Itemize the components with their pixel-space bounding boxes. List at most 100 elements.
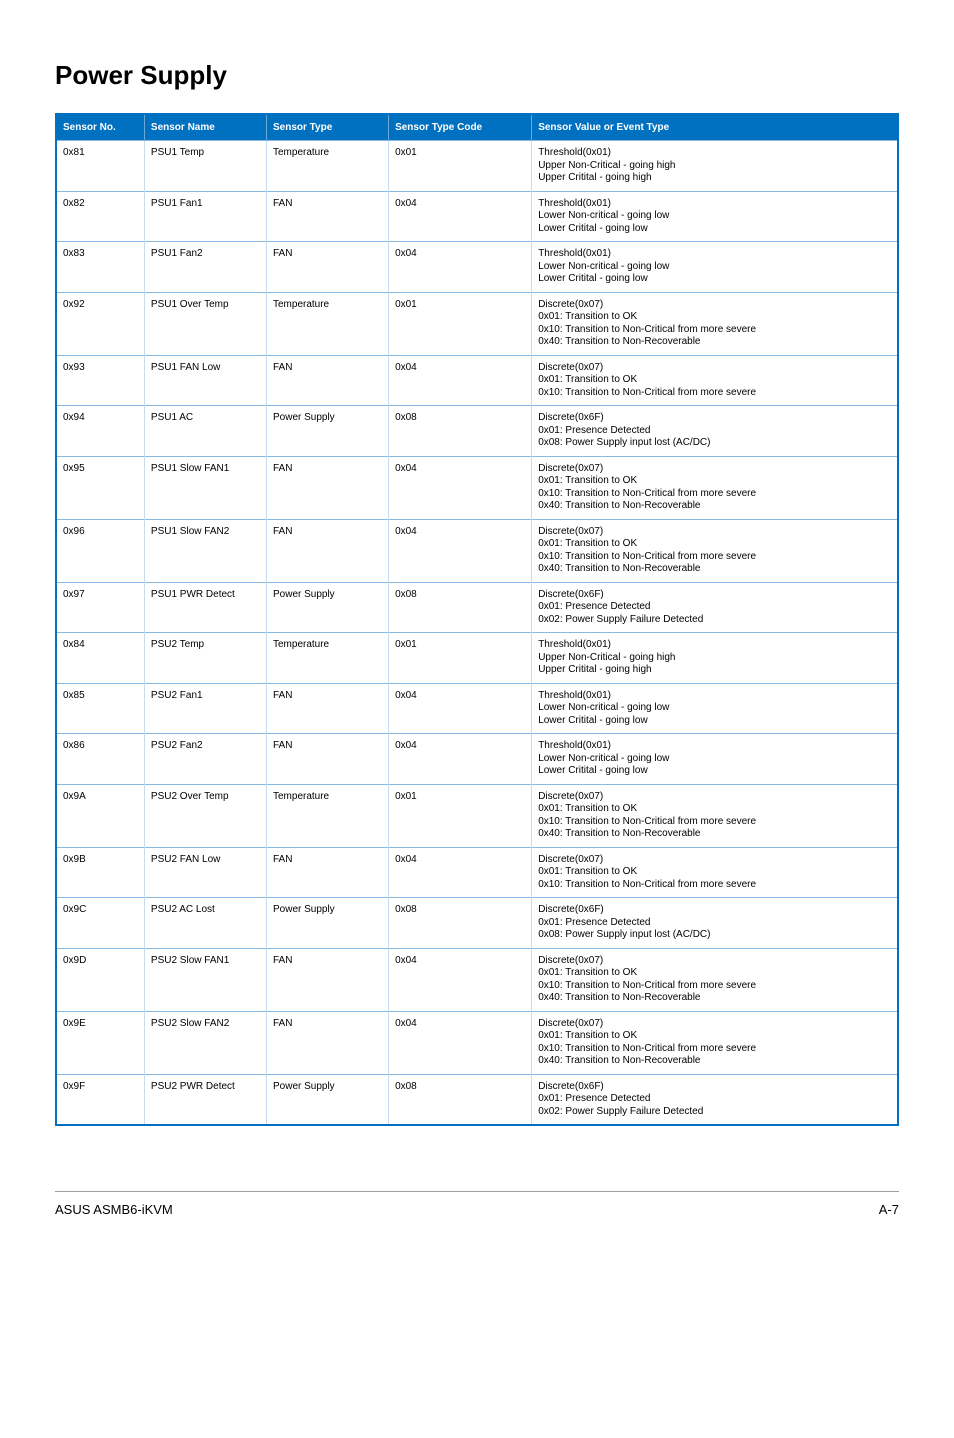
cell-sensor-type: Power Supply xyxy=(266,1074,388,1125)
cell-sensor-name: PSU1 Temp xyxy=(144,141,266,192)
cell-sensor-name: PSU1 AC xyxy=(144,406,266,457)
cell-sensor-no: 0x9F xyxy=(56,1074,144,1125)
cell-sensor-val: Threshold(0x01)Lower Non-critical - goin… xyxy=(532,734,898,785)
cell-sensor-code: 0x01 xyxy=(389,633,532,684)
col-sensor-no: Sensor No. xyxy=(56,114,144,141)
footer-left: ASUS ASMB6-iKVM xyxy=(55,1202,173,1217)
cell-sensor-code: 0x01 xyxy=(389,784,532,847)
cell-sensor-val: Discrete(0x07)0x01: Transition to OK0x10… xyxy=(532,1011,898,1074)
cell-sensor-code: 0x01 xyxy=(389,292,532,355)
cell-sensor-code: 0x04 xyxy=(389,242,532,293)
cell-sensor-no: 0x9D xyxy=(56,948,144,1011)
cell-sensor-code: 0x01 xyxy=(389,141,532,192)
cell-sensor-no: 0x85 xyxy=(56,683,144,734)
table-row: 0x85PSU2 Fan1FAN0x04Threshold(0x01)Lower… xyxy=(56,683,898,734)
cell-sensor-code: 0x08 xyxy=(389,1074,532,1125)
cell-sensor-type: Power Supply xyxy=(266,898,388,949)
cell-sensor-type: FAN xyxy=(266,734,388,785)
table-row: 0x97PSU1 PWR DetectPower Supply0x08Discr… xyxy=(56,582,898,633)
cell-sensor-code: 0x08 xyxy=(389,582,532,633)
cell-sensor-val: Discrete(0x07)0x01: Transition to OK0x10… xyxy=(532,847,898,898)
cell-sensor-val: Threshold(0x01)Lower Non-critical - goin… xyxy=(532,683,898,734)
table-row: 0x93PSU1 FAN LowFAN0x04Discrete(0x07)0x0… xyxy=(56,355,898,406)
cell-sensor-name: PSU1 Slow FAN2 xyxy=(144,519,266,582)
cell-sensor-val: Discrete(0x6F)0x01: Presence Detected0x0… xyxy=(532,898,898,949)
table-row: 0x83PSU1 Fan2FAN0x04Threshold(0x01)Lower… xyxy=(56,242,898,293)
cell-sensor-name: PSU2 Slow FAN2 xyxy=(144,1011,266,1074)
cell-sensor-val: Discrete(0x6F)0x01: Presence Detected0x0… xyxy=(532,406,898,457)
cell-sensor-name: PSU2 Fan2 xyxy=(144,734,266,785)
cell-sensor-val: Threshold(0x01)Upper Non-Critical - goin… xyxy=(532,141,898,192)
table-row: 0x9DPSU2 Slow FAN1FAN0x04Discrete(0x07)0… xyxy=(56,948,898,1011)
table-row: 0x95PSU1 Slow FAN1FAN0x04Discrete(0x07)0… xyxy=(56,456,898,519)
cell-sensor-type: Temperature xyxy=(266,633,388,684)
cell-sensor-type: FAN xyxy=(266,683,388,734)
cell-sensor-no: 0x96 xyxy=(56,519,144,582)
cell-sensor-code: 0x04 xyxy=(389,847,532,898)
cell-sensor-code: 0x04 xyxy=(389,519,532,582)
cell-sensor-type: Temperature xyxy=(266,141,388,192)
cell-sensor-code: 0x04 xyxy=(389,191,532,242)
cell-sensor-val: Discrete(0x07)0x01: Transition to OK0x10… xyxy=(532,948,898,1011)
cell-sensor-code: 0x04 xyxy=(389,683,532,734)
table-row: 0x86PSU2 Fan2FAN0x04Threshold(0x01)Lower… xyxy=(56,734,898,785)
cell-sensor-type: FAN xyxy=(266,456,388,519)
cell-sensor-type: Power Supply xyxy=(266,406,388,457)
cell-sensor-val: Discrete(0x07)0x01: Transition to OK0x10… xyxy=(532,519,898,582)
cell-sensor-name: PSU2 FAN Low xyxy=(144,847,266,898)
cell-sensor-name: PSU2 Temp xyxy=(144,633,266,684)
table-row: 0x94PSU1 ACPower Supply0x08Discrete(0x6F… xyxy=(56,406,898,457)
table-row: 0x81PSU1 TempTemperature0x01Threshold(0x… xyxy=(56,141,898,192)
cell-sensor-name: PSU2 Fan1 xyxy=(144,683,266,734)
cell-sensor-type: Temperature xyxy=(266,292,388,355)
cell-sensor-val: Discrete(0x07)0x01: Transition to OK0x10… xyxy=(532,784,898,847)
cell-sensor-name: PSU1 Fan2 xyxy=(144,242,266,293)
table-row: 0x9EPSU2 Slow FAN2FAN0x04Discrete(0x07)0… xyxy=(56,1011,898,1074)
cell-sensor-type: FAN xyxy=(266,242,388,293)
table-row: 0x9CPSU2 AC LostPower Supply0x08Discrete… xyxy=(56,898,898,949)
cell-sensor-no: 0x9A xyxy=(56,784,144,847)
cell-sensor-val: Threshold(0x01)Upper Non-Critical - goin… xyxy=(532,633,898,684)
cell-sensor-type: FAN xyxy=(266,191,388,242)
cell-sensor-name: PSU2 AC Lost xyxy=(144,898,266,949)
cell-sensor-type: FAN xyxy=(266,519,388,582)
col-sensor-type: Sensor Type xyxy=(266,114,388,141)
page-title: Power Supply xyxy=(55,60,899,91)
cell-sensor-name: PSU1 PWR Detect xyxy=(144,582,266,633)
cell-sensor-code: 0x08 xyxy=(389,406,532,457)
table-row: 0x96PSU1 Slow FAN2FAN0x04Discrete(0x07)0… xyxy=(56,519,898,582)
sensor-table: Sensor No. Sensor Name Sensor Type Senso… xyxy=(55,113,899,1126)
table-row: 0x9FPSU2 PWR DetectPower Supply0x08Discr… xyxy=(56,1074,898,1125)
cell-sensor-name: PSU1 FAN Low xyxy=(144,355,266,406)
col-sensor-code: Sensor Type Code xyxy=(389,114,532,141)
col-sensor-name: Sensor Name xyxy=(144,114,266,141)
cell-sensor-code: 0x08 xyxy=(389,898,532,949)
cell-sensor-val: Threshold(0x01)Lower Non-critical - goin… xyxy=(532,191,898,242)
footer-right: A-7 xyxy=(879,1202,899,1217)
cell-sensor-type: FAN xyxy=(266,355,388,406)
cell-sensor-type: Temperature xyxy=(266,784,388,847)
cell-sensor-code: 0x04 xyxy=(389,948,532,1011)
cell-sensor-code: 0x04 xyxy=(389,355,532,406)
cell-sensor-no: 0x94 xyxy=(56,406,144,457)
footer: ASUS ASMB6-iKVM A-7 xyxy=(55,1191,899,1217)
cell-sensor-no: 0x97 xyxy=(56,582,144,633)
cell-sensor-name: PSU1 Slow FAN1 xyxy=(144,456,266,519)
cell-sensor-no: 0x84 xyxy=(56,633,144,684)
cell-sensor-val: Discrete(0x07)0x01: Transition to OK0x10… xyxy=(532,292,898,355)
cell-sensor-no: 0x81 xyxy=(56,141,144,192)
cell-sensor-name: PSU2 Slow FAN1 xyxy=(144,948,266,1011)
cell-sensor-name: PSU1 Fan1 xyxy=(144,191,266,242)
cell-sensor-no: 0x95 xyxy=(56,456,144,519)
cell-sensor-no: 0x82 xyxy=(56,191,144,242)
cell-sensor-val: Discrete(0x07)0x01: Transition to OK0x10… xyxy=(532,355,898,406)
table-row: 0x82PSU1 Fan1FAN0x04Threshold(0x01)Lower… xyxy=(56,191,898,242)
cell-sensor-val: Discrete(0x6F)0x01: Presence Detected0x0… xyxy=(532,582,898,633)
cell-sensor-no: 0x92 xyxy=(56,292,144,355)
cell-sensor-name: PSU1 Over Temp xyxy=(144,292,266,355)
cell-sensor-type: FAN xyxy=(266,1011,388,1074)
cell-sensor-code: 0x04 xyxy=(389,734,532,785)
cell-sensor-type: FAN xyxy=(266,948,388,1011)
cell-sensor-val: Discrete(0x07)0x01: Transition to OK0x10… xyxy=(532,456,898,519)
cell-sensor-no: 0x93 xyxy=(56,355,144,406)
